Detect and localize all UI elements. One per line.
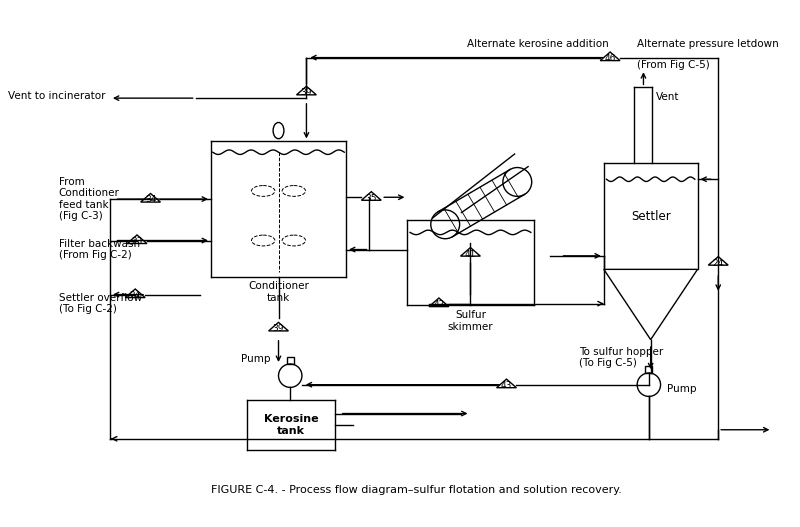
Text: 41: 41 [465, 250, 476, 259]
Text: Kerosine
tank: Kerosine tank [264, 414, 318, 436]
Text: Settler: Settler [630, 210, 670, 223]
Text: 34: 34 [145, 196, 156, 204]
Text: 43: 43 [501, 381, 512, 390]
Text: Alternate pressure letdown: Alternate pressure letdown [637, 40, 779, 50]
Text: 39: 39 [301, 88, 312, 97]
Text: 42: 42 [434, 300, 445, 309]
Text: Pump: Pump [241, 355, 270, 365]
Text: Pump: Pump [667, 384, 696, 394]
Text: 23: 23 [131, 237, 142, 246]
Text: Settler overflow
(To Fig C-2): Settler overflow (To Fig C-2) [58, 293, 142, 315]
Text: To sulfur hopper
(To Fig C-5): To sulfur hopper (To Fig C-5) [578, 347, 663, 368]
Text: 39: 39 [273, 324, 284, 334]
Text: From
Conditioner
feed tank
(Fig C-3): From Conditioner feed tank (Fig C-3) [58, 177, 119, 221]
Text: (From Fig C-5): (From Fig C-5) [637, 60, 710, 70]
Text: FIGURE C-4. - Process flow diagram–sulfur flotation and solution recovery.: FIGURE C-4. - Process flow diagram–sulfu… [211, 485, 622, 495]
Text: Filter backwash
(From Fig C-2): Filter backwash (From Fig C-2) [58, 239, 140, 260]
Text: 46: 46 [605, 54, 616, 63]
Text: Sulfur
skimmer: Sulfur skimmer [448, 310, 494, 331]
Text: Alternate kerosine addition: Alternate kerosine addition [467, 40, 609, 50]
Text: Conditioner
tank: Conditioner tank [248, 281, 309, 302]
Text: 35: 35 [366, 193, 377, 203]
Text: Vent: Vent [656, 92, 679, 102]
Text: 24: 24 [713, 259, 724, 268]
Text: Vent to incinerator: Vent to incinerator [8, 91, 106, 101]
Text: 24: 24 [130, 291, 141, 300]
